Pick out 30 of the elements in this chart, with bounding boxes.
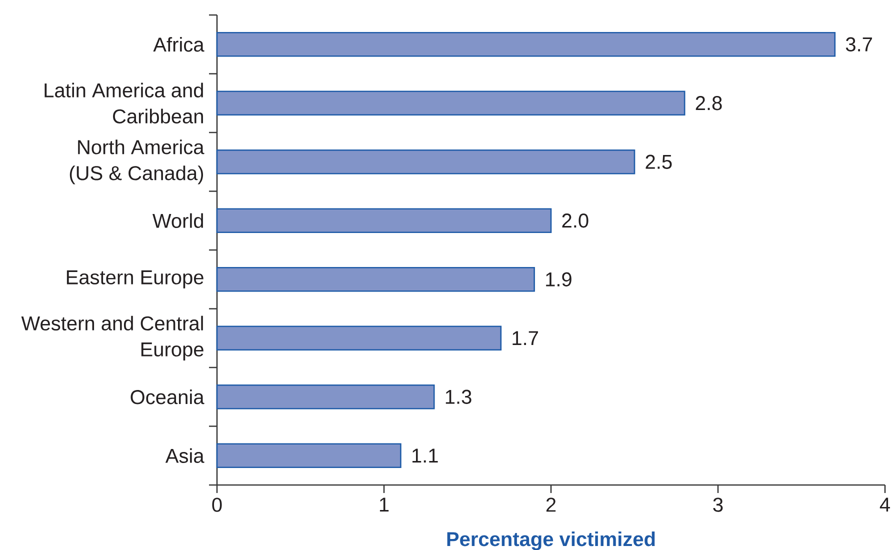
data-label: 1.9 <box>546 272 572 286</box>
x-tick-label: 0 <box>212 498 222 512</box>
bar <box>216 208 552 234</box>
x-tick-label: 4 <box>880 498 890 512</box>
data-label: 1.7 <box>512 331 538 346</box>
x-axis-title: Percentage victimized <box>447 532 655 550</box>
bar <box>216 384 435 410</box>
y-tick-label: North America (US & Canada) <box>70 140 204 184</box>
y-tick-label: World <box>152 213 203 228</box>
y-tick-label: Western and Central Europe <box>21 316 204 360</box>
bar <box>216 443 402 468</box>
bar <box>216 32 836 57</box>
y-tick-label: Latin America and Caribbean <box>44 82 203 124</box>
data-label: 1.1 <box>412 448 438 463</box>
x-tick-label: 2 <box>546 498 556 512</box>
y-tick-label: Africa <box>153 37 204 52</box>
y-tick-label: Eastern Europe <box>66 270 204 288</box>
data-label: 2.5 <box>646 154 672 169</box>
bar <box>216 90 686 116</box>
bar <box>216 266 535 292</box>
data-label: 2.0 <box>562 214 588 228</box>
x-tick-label: 3 <box>713 498 723 512</box>
data-label: 3.7 <box>846 37 872 52</box>
y-tick-label: Oceania <box>130 390 204 404</box>
bar <box>216 326 502 351</box>
bar <box>216 149 636 174</box>
data-label: 2.8 <box>696 96 722 110</box>
y-tick-label: Asia <box>165 448 204 463</box>
x-tick-label: 1 <box>380 498 389 512</box>
data-label: 1.3 <box>446 390 472 404</box>
